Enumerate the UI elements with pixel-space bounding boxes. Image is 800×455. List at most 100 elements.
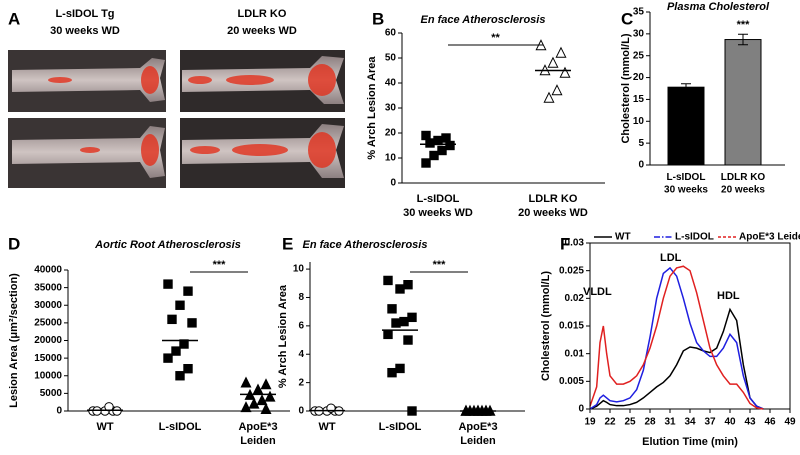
point xyxy=(252,383,264,395)
legend-label: L-sIDOL xyxy=(675,232,714,243)
y-axis-label: Cholesterol (mmol/L) xyxy=(620,33,632,143)
point xyxy=(421,158,431,168)
series-line xyxy=(589,265,764,410)
point xyxy=(437,145,447,156)
series-line xyxy=(589,266,764,410)
x-tick-label: 22 xyxy=(604,417,616,428)
annotation: LDL xyxy=(660,252,682,264)
point xyxy=(187,318,197,328)
x-tick-label: L-sIDOL xyxy=(379,421,422,433)
point xyxy=(383,275,393,286)
legend-label: ApoE*3 Leiden xyxy=(739,232,800,243)
y-tick-label: 15000 xyxy=(34,353,62,364)
point xyxy=(163,279,173,289)
x-tick-label: 31 xyxy=(664,417,676,428)
point xyxy=(248,397,260,409)
series-line xyxy=(589,307,764,410)
panel-letter: F xyxy=(560,234,570,253)
y-axis-label: % Arch Lesion Area xyxy=(366,56,378,160)
point xyxy=(260,378,272,390)
y-tick-label: 8 xyxy=(298,292,304,303)
x-tick-label: WT xyxy=(96,421,113,433)
bar xyxy=(724,39,762,166)
point xyxy=(167,314,177,325)
chart-title: En face Atherosclerosis xyxy=(303,239,428,251)
point xyxy=(547,56,559,68)
error-bar xyxy=(738,33,748,46)
point xyxy=(175,300,185,310)
panel-letter: E xyxy=(282,234,293,253)
y-tick-label: 20 xyxy=(385,128,397,139)
point xyxy=(264,390,276,402)
column-subtitle: 30 weeks WD xyxy=(50,25,120,37)
y-tick-label: 10000 xyxy=(34,370,62,381)
aorta-images xyxy=(8,50,345,188)
significance-label: *** xyxy=(213,259,227,271)
point xyxy=(429,150,439,161)
column-title: LDLR KO xyxy=(238,8,287,20)
chart-title: Aortic Root Atherosclerosis xyxy=(94,239,241,251)
panel-letter: B xyxy=(372,9,384,28)
chart-title: En face Atherosclerosis xyxy=(421,14,546,26)
point xyxy=(559,66,571,78)
x-tick-label: 49 xyxy=(784,417,796,428)
y-axis-label: Lesion Area (μm²/section) xyxy=(8,273,20,408)
point xyxy=(240,376,252,388)
bar xyxy=(667,86,705,166)
y-tick-label: 0.02 xyxy=(565,293,585,304)
y-tick-label: 4 xyxy=(298,349,304,360)
y-tick-label: 0 xyxy=(298,406,304,417)
y-tick-label: 0 xyxy=(578,404,584,415)
x-tick-label: ApoE*3 Leiden xyxy=(458,421,497,447)
y-tick-label: 2 xyxy=(298,377,304,388)
point xyxy=(543,91,555,103)
y-tick-label: 10 xyxy=(293,264,305,275)
column-title: L-sIDOL Tg xyxy=(55,8,114,20)
y-tick-label: 20000 xyxy=(34,335,62,346)
y-tick-label: 25000 xyxy=(34,318,62,329)
panel-letter: D xyxy=(8,234,20,253)
x-tick-label: L-sIDOL xyxy=(159,421,202,433)
panel-letter: C xyxy=(621,9,633,28)
x-tick-label: 43 xyxy=(744,417,756,428)
y-tick-label: 0 xyxy=(638,160,644,171)
point xyxy=(387,367,397,378)
point xyxy=(183,286,193,296)
x-tick-label: WT xyxy=(318,421,335,433)
y-tick-label: 35000 xyxy=(34,282,62,293)
y-tick-label: 0.015 xyxy=(559,321,584,332)
error-bar xyxy=(681,83,691,92)
x-tick-label: 46 xyxy=(764,417,776,428)
point xyxy=(407,312,417,323)
x-tick-label: 25 xyxy=(624,417,636,428)
y-tick-label: 0.005 xyxy=(559,376,584,387)
legend-label: WT xyxy=(615,232,631,243)
y-tick-label: 35 xyxy=(633,7,645,18)
y-tick-label: 60 xyxy=(385,28,397,39)
x-tick-label: L-sIDOL 30 weeks xyxy=(664,172,708,196)
point xyxy=(445,140,455,151)
x-tick-label: 28 xyxy=(644,417,656,428)
point xyxy=(163,353,173,363)
y-axis-label: % Arch Lesion Area xyxy=(277,284,289,388)
x-tick-label: ApoE*3 Leiden xyxy=(238,421,277,447)
point xyxy=(403,280,413,290)
column-subtitle: 20 weeks WD xyxy=(227,25,297,37)
point xyxy=(395,363,405,374)
y-tick-label: 30 xyxy=(633,28,645,39)
annotation: VLDL xyxy=(583,286,612,298)
x-tick-label: 19 xyxy=(584,417,596,428)
x-tick-label: 34 xyxy=(684,417,696,428)
y-tick-label: 40000 xyxy=(34,265,62,276)
point xyxy=(407,406,417,416)
significance-label: *** xyxy=(433,259,447,271)
point xyxy=(395,284,405,294)
point xyxy=(383,329,393,340)
point xyxy=(260,402,272,414)
point xyxy=(399,316,409,327)
y-tick-label: 20 xyxy=(633,72,645,83)
y-tick-label: 10 xyxy=(633,116,645,127)
y-tick-label: 50 xyxy=(385,53,397,64)
x-tick-label: LDLR KO 20 weeks xyxy=(721,172,766,196)
